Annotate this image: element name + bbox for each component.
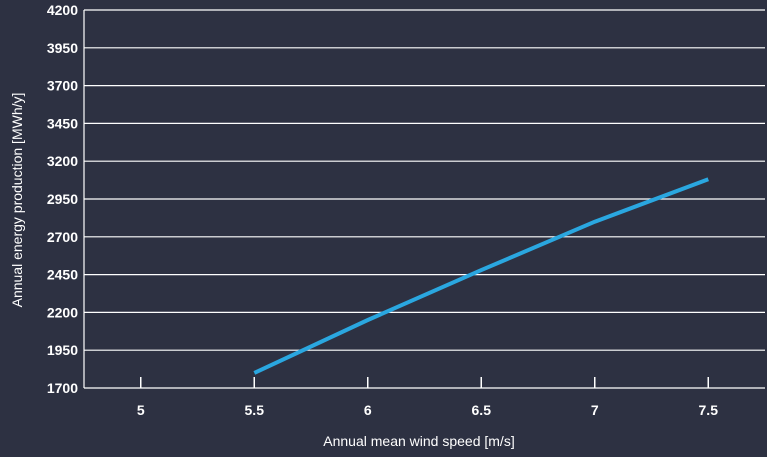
grid	[83, 9, 765, 389]
y-tick-label: 4200	[47, 2, 78, 18]
x-tick-label: 7.5	[699, 402, 719, 418]
y-tick-label: 1700	[47, 380, 78, 396]
series-line	[253, 177, 709, 375]
y-tick-label: 1950	[47, 342, 78, 358]
y-axis-label: Annual energy production [MWh/y]	[9, 93, 25, 308]
x-axis-ticks: 5 5.5 6 6.5 7 7.5	[137, 402, 718, 418]
x-tick-label: 7	[591, 402, 599, 418]
x-tick-label: 6	[364, 402, 372, 418]
y-tick-label: 3450	[47, 115, 78, 131]
y-tick-label: 2200	[47, 304, 78, 320]
x-tick-label: 6.5	[472, 402, 492, 418]
y-tick-label: 2700	[47, 229, 78, 245]
y-axis-ticks: 1700 1950 2200 2450 2700 2950 3200 3450 3700 3950…	[47, 2, 78, 396]
series-layer	[253, 177, 709, 375]
x-tick-label: 5	[137, 402, 145, 418]
y-tick-label: 2450	[47, 267, 78, 283]
x-axis-label: Annual mean wind speed [m/s]	[323, 433, 514, 449]
y-tick-label: 3700	[47, 78, 78, 94]
y-tick-label: 2950	[47, 191, 78, 207]
x-tick-label: 5.5	[245, 402, 265, 418]
y-tick-label: 3950	[47, 40, 78, 56]
y-tick-label: 3200	[47, 153, 78, 169]
